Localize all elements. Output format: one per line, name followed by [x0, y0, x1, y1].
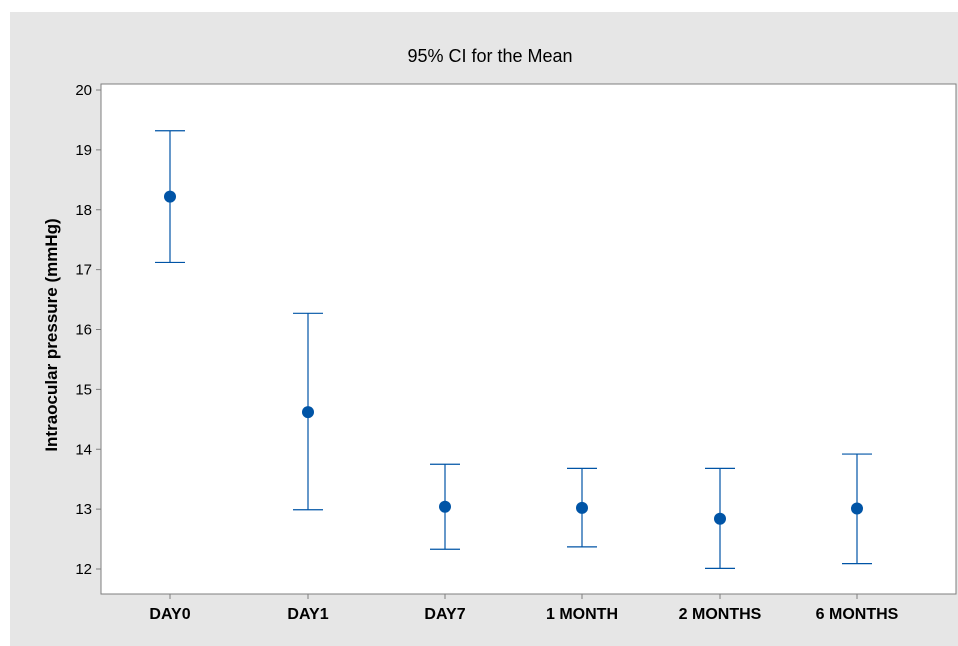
y-tick-label: 18 [75, 202, 92, 219]
y-tick-label: 12 [75, 561, 92, 578]
y-axis: 12 13 14 15 16 17 18 19 20 [75, 82, 101, 578]
mean-point [164, 190, 176, 203]
mean-point [714, 512, 726, 525]
y-axis-label: Intraocular pressure (mmHg) [42, 218, 61, 451]
plot-area [100, 83, 957, 595]
chart-title: 95% CI for the Mean [407, 46, 572, 66]
mean-point [439, 500, 451, 513]
x-tick-label: 6 MONTHS [816, 606, 899, 623]
y-tick-label: 15 [75, 381, 92, 398]
mean-point [302, 406, 314, 419]
mean-point [851, 502, 863, 515]
x-axis: DAY0 DAY1 DAY7 1 MONTH 2 MONTHS 6 MONTHS [149, 594, 899, 623]
y-tick-label: 20 [75, 82, 92, 99]
x-tick-label: 2 MONTHS [679, 606, 762, 623]
y-tick-label: 16 [75, 322, 92, 339]
y-tick-label: 14 [75, 441, 92, 458]
x-tick-label: DAY7 [424, 606, 465, 623]
x-tick-label: 1 MONTH [546, 606, 618, 623]
x-tick-label: DAY0 [149, 606, 190, 623]
x-tick-label: DAY1 [287, 606, 328, 623]
y-tick-label: 13 [75, 501, 92, 518]
series-intervals [155, 130, 872, 570]
y-tick-label: 17 [75, 262, 92, 279]
mean-point [576, 501, 588, 514]
y-tick-label: 19 [75, 142, 92, 159]
